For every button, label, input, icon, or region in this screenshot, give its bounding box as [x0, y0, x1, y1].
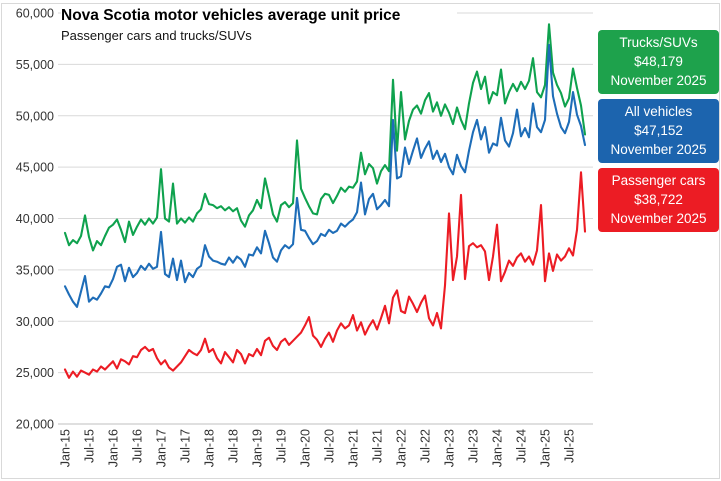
svg-text:55,000: 55,000: [16, 58, 54, 72]
svg-text:Jan-20: Jan-20: [299, 429, 313, 467]
legend-series-value: $38,722: [634, 192, 683, 207]
legend-series-name: All vehicles: [624, 104, 693, 119]
svg-text:30,000: 30,000: [16, 315, 54, 329]
svg-text:Jan-21: Jan-21: [347, 429, 361, 467]
svg-text:20,000: 20,000: [16, 418, 54, 432]
svg-text:45,000: 45,000: [16, 161, 54, 175]
legend-series-date: November 2025: [610, 142, 707, 157]
chart-subtitle: Passenger cars and trucks/SUVs: [61, 28, 252, 43]
svg-text:Jan-24: Jan-24: [491, 429, 505, 467]
legend-series-name: Passenger cars: [611, 173, 706, 188]
svg-text:Jul-23: Jul-23: [467, 429, 481, 463]
svg-text:Jan-25: Jan-25: [539, 429, 553, 467]
legend-series-name: Trucks/SUVs: [619, 35, 698, 50]
svg-text:35,000: 35,000: [16, 263, 54, 277]
legend-card-passenger-cars: Passenger cars $38,722 November 2025: [598, 168, 719, 232]
legend-series-value: $47,152: [634, 123, 683, 138]
svg-text:Jul-16: Jul-16: [131, 429, 145, 463]
svg-text:60,000: 60,000: [16, 7, 54, 21]
svg-text:Jul-21: Jul-21: [371, 429, 385, 463]
chart-title-block: Nova Scotia motor vehicles average unit …: [61, 6, 457, 44]
svg-text:Jul-17: Jul-17: [179, 429, 193, 463]
svg-text:40,000: 40,000: [16, 212, 54, 226]
svg-text:Jul-15: Jul-15: [83, 429, 97, 463]
chart-title: Nova Scotia motor vehicles average unit …: [61, 7, 401, 24]
svg-text:Jan-23: Jan-23: [443, 429, 457, 467]
svg-text:Jan-17: Jan-17: [155, 429, 169, 467]
svg-text:Jul-24: Jul-24: [515, 429, 529, 463]
svg-text:Jul-22: Jul-22: [419, 429, 433, 463]
svg-text:Jul-18: Jul-18: [227, 429, 241, 463]
svg-text:Jan-18: Jan-18: [203, 429, 217, 467]
legend-card-trucks-suvs: Trucks/SUVs $48,179 November 2025: [598, 30, 719, 94]
legend-series-value: $48,179: [634, 54, 683, 69]
svg-text:50,000: 50,000: [16, 109, 54, 123]
svg-text:Jul-19: Jul-19: [275, 429, 289, 463]
svg-text:Jan-15: Jan-15: [59, 429, 73, 467]
svg-text:Jan-16: Jan-16: [107, 429, 121, 467]
legend-series-date: November 2025: [610, 211, 707, 226]
legend-series-date: November 2025: [610, 73, 707, 88]
svg-text:25,000: 25,000: [16, 366, 54, 380]
svg-text:Jul-20: Jul-20: [323, 429, 337, 463]
legend: Trucks/SUVs $48,179 November 2025 All ve…: [598, 30, 719, 232]
legend-card-all-vehicles: All vehicles $47,152 November 2025: [598, 99, 719, 163]
svg-text:Jan-19: Jan-19: [251, 429, 265, 467]
svg-text:Jul-25: Jul-25: [563, 429, 577, 463]
svg-text:Jan-22: Jan-22: [395, 429, 409, 467]
